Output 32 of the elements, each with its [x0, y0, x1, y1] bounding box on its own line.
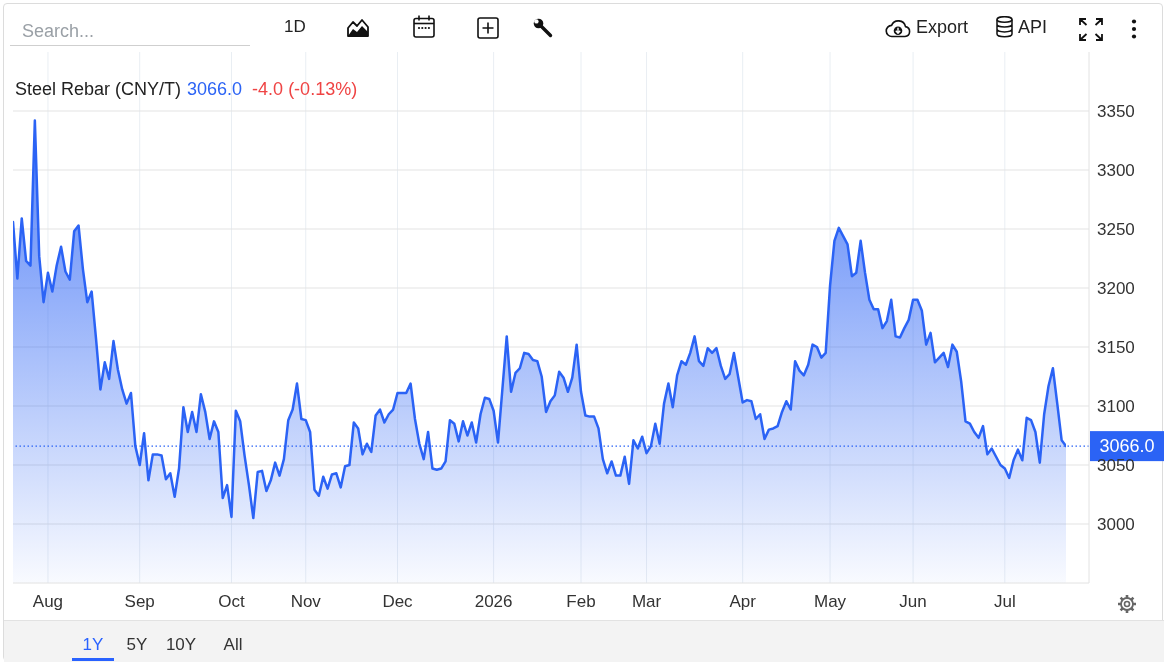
text: 10Y	[165, 635, 197, 654]
y-tick-label: 3150	[1097, 338, 1135, 358]
x-tick-label: Apr	[729, 592, 757, 612]
text: API	[1018, 16, 1048, 38]
text: 1D	[284, 17, 306, 37]
text: 5Y	[126, 635, 148, 654]
y-tick-label: 3350	[1097, 102, 1135, 122]
annotation: 3066.0	[187, 78, 243, 100]
x-tick-label: Aug	[32, 592, 64, 612]
x-tick-label: Nov	[290, 592, 322, 612]
y-tick-label: 3100	[1097, 397, 1135, 417]
x-tick-label: Mar	[631, 592, 662, 612]
x-tick-label: Jun	[899, 592, 927, 612]
ref-line-label: 3066.0	[1099, 436, 1155, 457]
y-tick-label: 3300	[1097, 161, 1135, 181]
x-tick-label: Jul	[993, 592, 1016, 612]
y-tick-label: 3050	[1097, 456, 1135, 476]
y-tick-label: 3250	[1097, 220, 1135, 240]
x-tick-label: Dec	[382, 592, 414, 612]
text: All	[223, 635, 243, 654]
x-tick-label: Sep	[124, 592, 155, 612]
x-tick-label: May	[814, 592, 847, 612]
y-tick-label: 3200	[1097, 279, 1135, 299]
y-tick-label: 3000	[1097, 515, 1135, 535]
annotation: -4.0 (-0.13%)	[252, 78, 358, 100]
x-tick-label: Feb	[566, 592, 596, 612]
search-field: Search...	[10, 14, 250, 46]
x-tick-label: 2026	[474, 592, 513, 612]
text: 1Y	[82, 635, 104, 654]
text: Steel Rebar (CNY/T)	[15, 78, 182, 100]
x-tick-label: Oct	[218, 592, 245, 612]
text: Export	[916, 16, 969, 38]
